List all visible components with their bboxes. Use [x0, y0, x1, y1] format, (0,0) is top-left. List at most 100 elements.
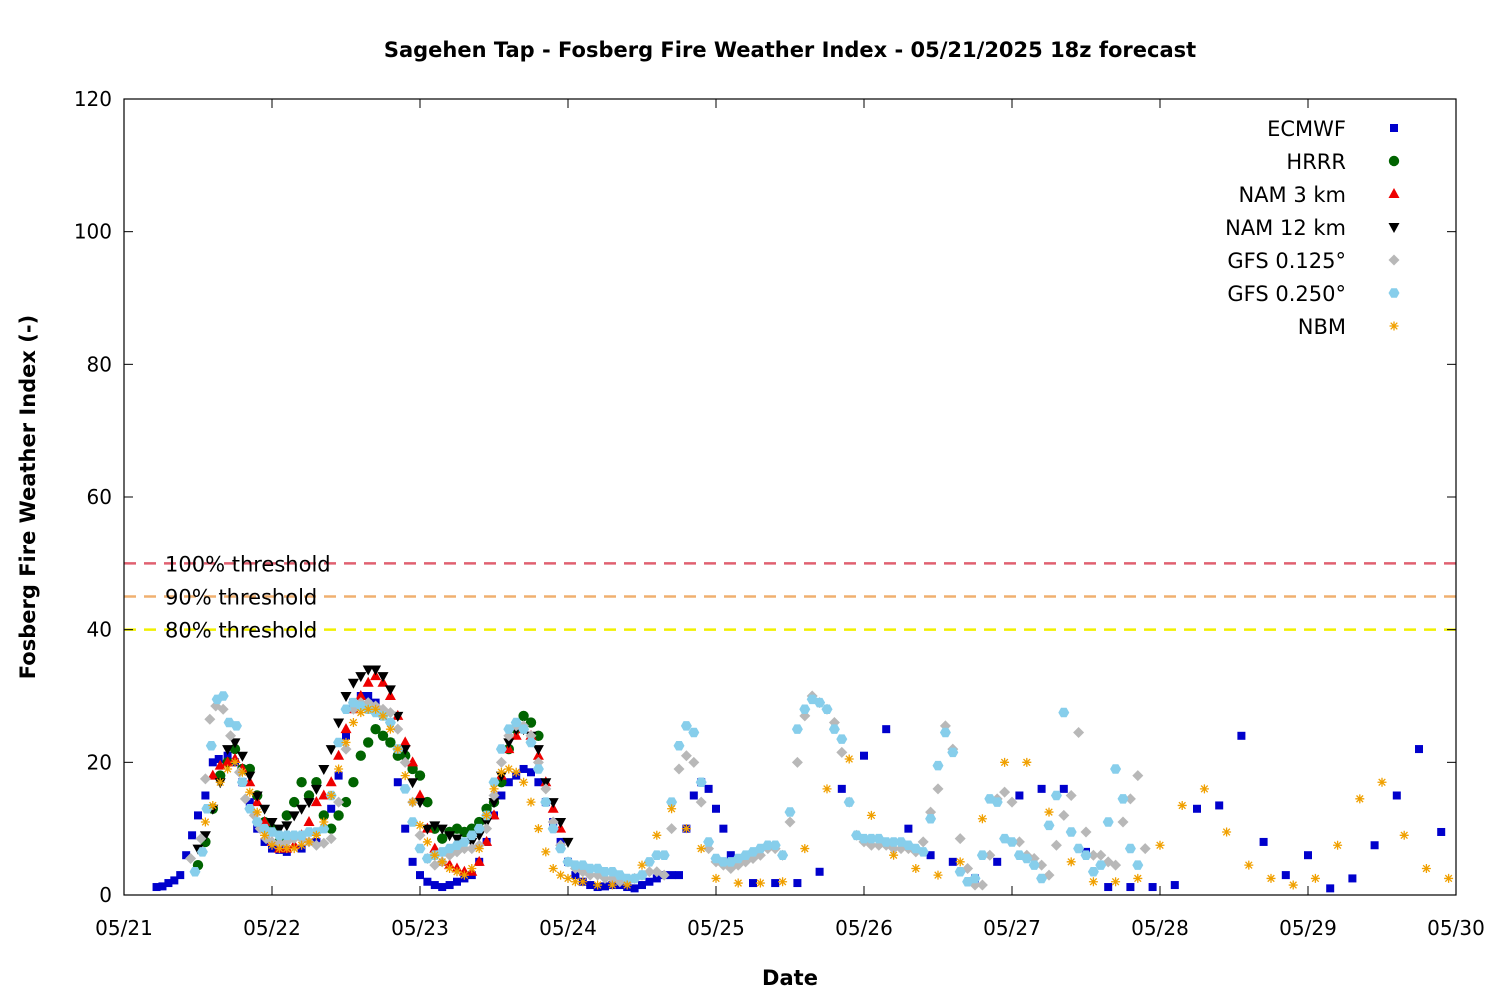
- data-point: [408, 857, 417, 866]
- data-point: [281, 810, 292, 821]
- data-point: [762, 840, 774, 850]
- data-point: [675, 871, 683, 880]
- data-point: [749, 879, 757, 888]
- data-point: [1170, 881, 1179, 890]
- data-point: [733, 878, 743, 888]
- data-point: [666, 823, 678, 835]
- data-point: [325, 745, 337, 756]
- x-tick-label: 05/23: [391, 916, 449, 940]
- data-point: [695, 796, 707, 808]
- data-point: [274, 844, 284, 854]
- data-point: [607, 880, 617, 890]
- data-point: [199, 831, 211, 842]
- legend-marker: [1388, 223, 1400, 233]
- data-point: [504, 764, 514, 774]
- data-point: [408, 797, 418, 807]
- legend-marker: [1388, 155, 1400, 167]
- data-point: [341, 737, 351, 747]
- data-point: [1087, 849, 1099, 861]
- data-point: [926, 851, 935, 860]
- data-point: [695, 777, 707, 787]
- data-point: [436, 824, 448, 835]
- legend-label: HRRR: [1286, 150, 1346, 174]
- data-point: [999, 786, 1011, 798]
- data-point: [205, 741, 217, 751]
- data-point: [259, 816, 271, 827]
- data-point: [658, 850, 670, 860]
- data-point: [356, 708, 366, 718]
- data-point: [229, 738, 241, 749]
- data-point: [571, 871, 580, 880]
- data-point: [333, 737, 345, 748]
- data-point: [837, 784, 846, 793]
- data-point: [1044, 807, 1054, 817]
- data-point: [281, 821, 293, 832]
- data-point: [182, 851, 191, 860]
- data-point: [237, 767, 247, 777]
- data-point: [947, 747, 959, 758]
- data-point: [496, 777, 507, 788]
- y-tick-label: 40: [87, 618, 112, 642]
- data-point: [519, 764, 528, 773]
- data-point: [673, 741, 685, 751]
- data-point: [1021, 853, 1033, 864]
- data-point: [185, 853, 197, 865]
- axes: 0 20 40 60 80 100 120 05/21 05/22 05/23 05/24 05/25…: [74, 87, 1485, 940]
- data-point: [429, 821, 441, 832]
- data-point: [1013, 836, 1025, 848]
- data-point: [467, 863, 477, 873]
- data-point: [251, 817, 263, 827]
- data-points: [152, 665, 1454, 893]
- data-point: [297, 840, 307, 850]
- data-point: [230, 757, 240, 767]
- data-point: [437, 857, 447, 867]
- data-point: [215, 770, 226, 781]
- data-point: [1087, 867, 1099, 877]
- data-point: [1444, 873, 1454, 883]
- data-point: [667, 804, 677, 814]
- data-point: [540, 783, 552, 795]
- data-point: [1117, 816, 1129, 828]
- data-point: [948, 857, 957, 866]
- data-point: [421, 824, 433, 835]
- data-point: [955, 857, 965, 867]
- data-point: [800, 844, 810, 854]
- data-point: [822, 784, 832, 794]
- data-point: [1006, 796, 1018, 808]
- data-point: [681, 824, 691, 834]
- data-point: [726, 851, 735, 860]
- data-point: [815, 867, 824, 876]
- legend-label: ECMWF: [1267, 117, 1346, 141]
- data-point: [217, 703, 229, 715]
- data-point: [503, 724, 515, 734]
- data-point: [680, 750, 692, 762]
- data-point: [407, 817, 419, 827]
- x-tick-label: 05/21: [95, 916, 153, 940]
- data-point: [1177, 800, 1187, 810]
- data-point: [384, 685, 396, 696]
- data-point: [880, 837, 892, 847]
- data-point: [1110, 859, 1122, 871]
- data-point: [333, 749, 345, 760]
- data-point: [303, 816, 315, 827]
- legend-marker: [1388, 288, 1400, 298]
- data-point: [370, 723, 381, 735]
- data-point: [1399, 830, 1409, 840]
- data-point: [784, 816, 796, 828]
- data-point: [717, 857, 729, 867]
- data-point: [1237, 731, 1246, 740]
- data-point: [510, 717, 522, 728]
- x-tick-label: 05/27: [983, 916, 1041, 940]
- data-point: [933, 870, 943, 880]
- data-point: [310, 784, 322, 795]
- data-point: [1104, 883, 1113, 892]
- x-tick-label: 05/30: [1427, 916, 1485, 940]
- data-point: [1006, 837, 1018, 847]
- data-point: [1132, 860, 1144, 870]
- threshold-lines: 100% threshold 90% threshold 80% threshold: [124, 552, 1456, 643]
- data-point: [533, 730, 544, 741]
- data-point: [858, 833, 870, 844]
- data-point: [334, 771, 343, 780]
- legend-label: NBM: [1298, 315, 1346, 339]
- data-point: [188, 831, 197, 840]
